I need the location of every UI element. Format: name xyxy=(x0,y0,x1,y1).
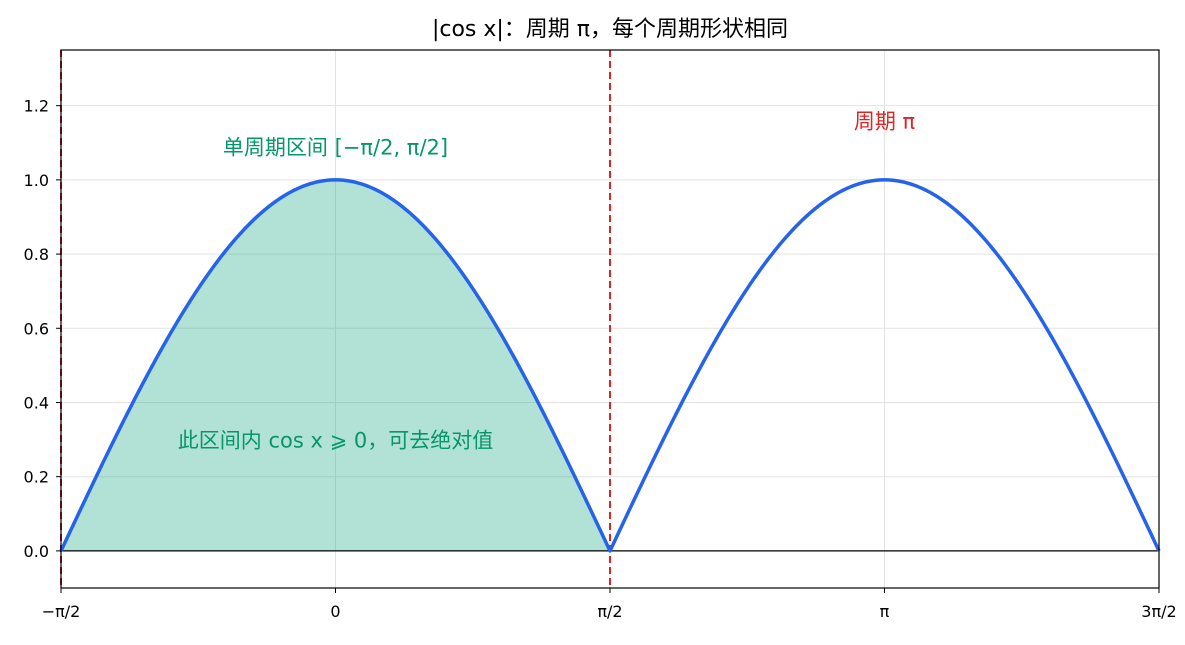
annotations: 单周期区间 [−π/2, π/2] 周期 π 此区间内 cos x ⩾ 0，可去绝对… xyxy=(178,109,916,452)
y-tick-label: 0.8 xyxy=(24,245,49,264)
x-tick-label: π/2 xyxy=(597,602,622,621)
y-tick-label: 0.0 xyxy=(24,542,49,561)
y-tick-label: 0.4 xyxy=(24,393,49,412)
y-axis: 0.0 0.2 0.4 0.6 0.8 1.0 1.2 xyxy=(24,97,61,561)
x-tick-label: −π/2 xyxy=(42,602,81,621)
x-tick-label: 3π/2 xyxy=(1141,602,1176,621)
series-line xyxy=(59,178,1161,553)
y-tick-label: 0.6 xyxy=(24,319,49,338)
y-tick-label: 1.0 xyxy=(24,171,49,190)
y-tick-label: 0.2 xyxy=(24,468,49,487)
chart-title: |cos x|：周期 π，每个周期形状相同 xyxy=(432,17,788,42)
x-axis: −π/2 0 π/2 π 3π/2 xyxy=(42,588,1177,621)
x-tick-label: π xyxy=(880,602,890,621)
shaded-region xyxy=(61,179,610,551)
x-tick-label: 0 xyxy=(330,602,340,621)
annotation-label: 此区间内 cos x ⩾ 0，可去绝对值 xyxy=(178,429,493,453)
annotation-label: 周期 π xyxy=(854,109,916,133)
y-tick-label: 1.2 xyxy=(24,97,49,116)
annotation-label: 单周期区间 [−π/2, π/2] xyxy=(223,135,448,159)
